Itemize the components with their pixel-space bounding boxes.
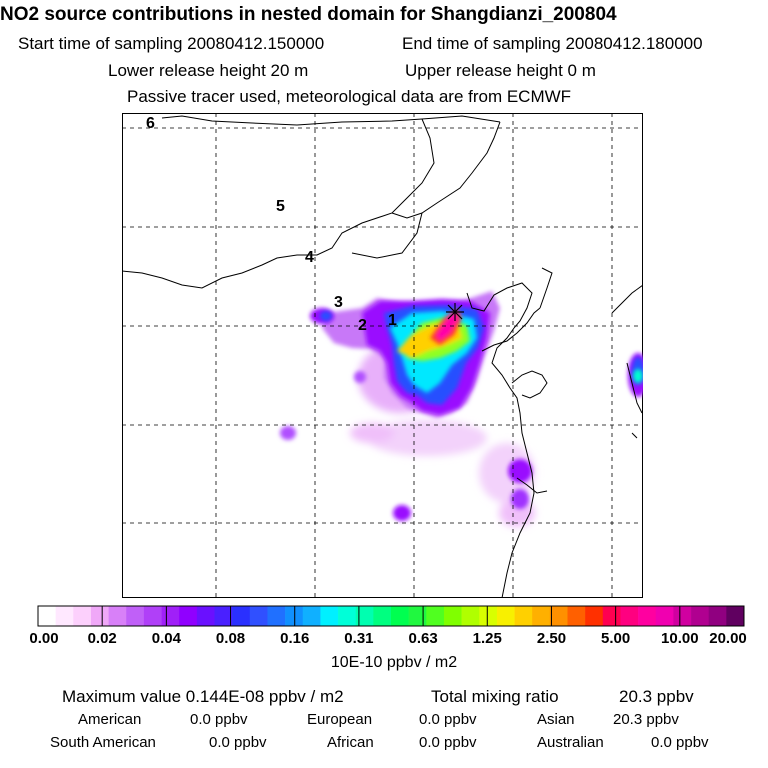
colorbar-tick-label: 10.00 bbox=[661, 630, 699, 647]
colorbar-cell bbox=[602, 606, 621, 626]
total-mixing-ratio-value: 20.3 ppbv bbox=[619, 687, 694, 706]
lower-release-height: Lower release height 20 m bbox=[108, 61, 309, 80]
colorbar-cell bbox=[443, 606, 462, 626]
contour-label: 5 bbox=[276, 198, 285, 215]
colorbar-cell bbox=[638, 606, 657, 626]
graticule bbox=[122, 113, 643, 598]
colorbar-cell bbox=[285, 606, 304, 626]
colorbar-cell bbox=[461, 606, 480, 626]
african-value: 0.0 ppbv bbox=[419, 734, 477, 751]
contour-label: 1 bbox=[388, 312, 397, 329]
colorbar-cell bbox=[549, 606, 568, 626]
colorbar-cell bbox=[214, 606, 233, 626]
colorbar-cell bbox=[620, 606, 639, 626]
colorbar-cell bbox=[161, 606, 180, 626]
colorbar-cell bbox=[232, 606, 251, 626]
max-value: Maximum value 0.144E-08 ppbv / m2 bbox=[62, 687, 344, 706]
figure-title: NO2 source contributions in nested domai… bbox=[0, 4, 617, 25]
coastline bbox=[122, 115, 643, 598]
tracer-note: Passive tracer used, meteorological data… bbox=[127, 87, 572, 106]
colorbar bbox=[37, 605, 745, 627]
contour-labels: 1 2 3 4 5 6 bbox=[146, 115, 397, 334]
colorbar-cell bbox=[673, 606, 692, 626]
colorbar-cell bbox=[179, 606, 198, 626]
end-time: End time of sampling 20080412.180000 bbox=[402, 34, 703, 53]
map-panel: 1 2 3 4 5 6 bbox=[122, 113, 643, 598]
asian-label: Asian bbox=[537, 711, 575, 728]
american-label: American bbox=[78, 711, 142, 728]
colorbar-cell bbox=[585, 606, 604, 626]
receptor-star-icon bbox=[446, 303, 464, 321]
south-american-label: South American bbox=[50, 734, 156, 751]
contour-label: 4 bbox=[305, 249, 314, 266]
colorbar-cell bbox=[373, 606, 392, 626]
contour-label: 2 bbox=[358, 317, 367, 334]
colorbar-cell bbox=[355, 606, 374, 626]
colorbar-cell bbox=[532, 606, 551, 626]
colorbar-cell bbox=[126, 606, 145, 626]
colorbar-cell bbox=[567, 606, 586, 626]
colorbar-tick-label: 0.16 bbox=[280, 630, 310, 647]
colorbar-cell bbox=[55, 606, 74, 626]
american-value: 0.0 ppbv bbox=[190, 711, 248, 728]
colorbar-cell bbox=[708, 606, 727, 626]
start-time: Start time of sampling 20080412.150000 bbox=[18, 34, 325, 53]
australian-label: Australian bbox=[537, 734, 604, 751]
colorbar-cell bbox=[108, 606, 127, 626]
colorbar-cell bbox=[726, 606, 745, 626]
colorbar-tick-label: 0.02 bbox=[87, 630, 117, 647]
colorbar-cell bbox=[320, 606, 339, 626]
colorbar-cell bbox=[655, 606, 674, 626]
colorbar-tick-label: 0.31 bbox=[344, 630, 374, 647]
european-value: 0.0 ppbv bbox=[419, 711, 477, 728]
colorbar-tick-label: 2.50 bbox=[536, 630, 567, 647]
colorbar-tick-label: 5.00 bbox=[601, 630, 631, 647]
colorbar-cell bbox=[267, 606, 286, 626]
colorbar-cell bbox=[514, 606, 533, 626]
colorbar-cell bbox=[196, 606, 215, 626]
australian-value: 0.0 ppbv bbox=[651, 734, 709, 751]
colorbar-tick-label: 1.25 bbox=[472, 630, 502, 647]
colorbar-cell bbox=[249, 606, 268, 626]
colorbar-cell bbox=[143, 606, 162, 626]
colorbar-cell bbox=[90, 606, 109, 626]
upper-release-height: Upper release height 0 m bbox=[405, 61, 596, 80]
colorbar-unit: 10E-10 ppbv / m2 bbox=[330, 654, 458, 671]
asian-value: 20.3 ppbv bbox=[613, 711, 679, 728]
contour-label: 6 bbox=[146, 115, 155, 132]
colorbar-cell bbox=[338, 606, 356, 626]
colorbar-frame bbox=[37, 605, 745, 627]
south-american-value: 0.0 ppbv bbox=[209, 734, 267, 751]
colorbar-tick-label: 0.00 bbox=[29, 630, 59, 647]
colorbar-tick-label: 0.63 bbox=[408, 630, 438, 647]
colorbar-cell bbox=[408, 606, 427, 626]
african-label: African bbox=[327, 734, 374, 751]
total-mixing-ratio-label: Total mixing ratio bbox=[431, 687, 559, 706]
colorbar-cell bbox=[38, 606, 56, 626]
colorbar-cell bbox=[426, 606, 445, 626]
plume-core bbox=[430, 308, 462, 345]
colorbar-cell bbox=[496, 606, 515, 626]
contour-label: 3 bbox=[334, 294, 343, 311]
colorbar-tick-label: 20.00 bbox=[709, 630, 747, 647]
colorbar-cell bbox=[479, 606, 498, 626]
colorbar-tick-label: 0.04 bbox=[151, 630, 181, 647]
colorbar-cell bbox=[691, 606, 709, 626]
colorbar-cell bbox=[391, 606, 409, 626]
colorbar-tick-label: 0.08 bbox=[215, 630, 246, 647]
european-label: European bbox=[307, 711, 373, 728]
colorbar-cell bbox=[302, 606, 321, 626]
colorbar-cell bbox=[73, 606, 92, 626]
